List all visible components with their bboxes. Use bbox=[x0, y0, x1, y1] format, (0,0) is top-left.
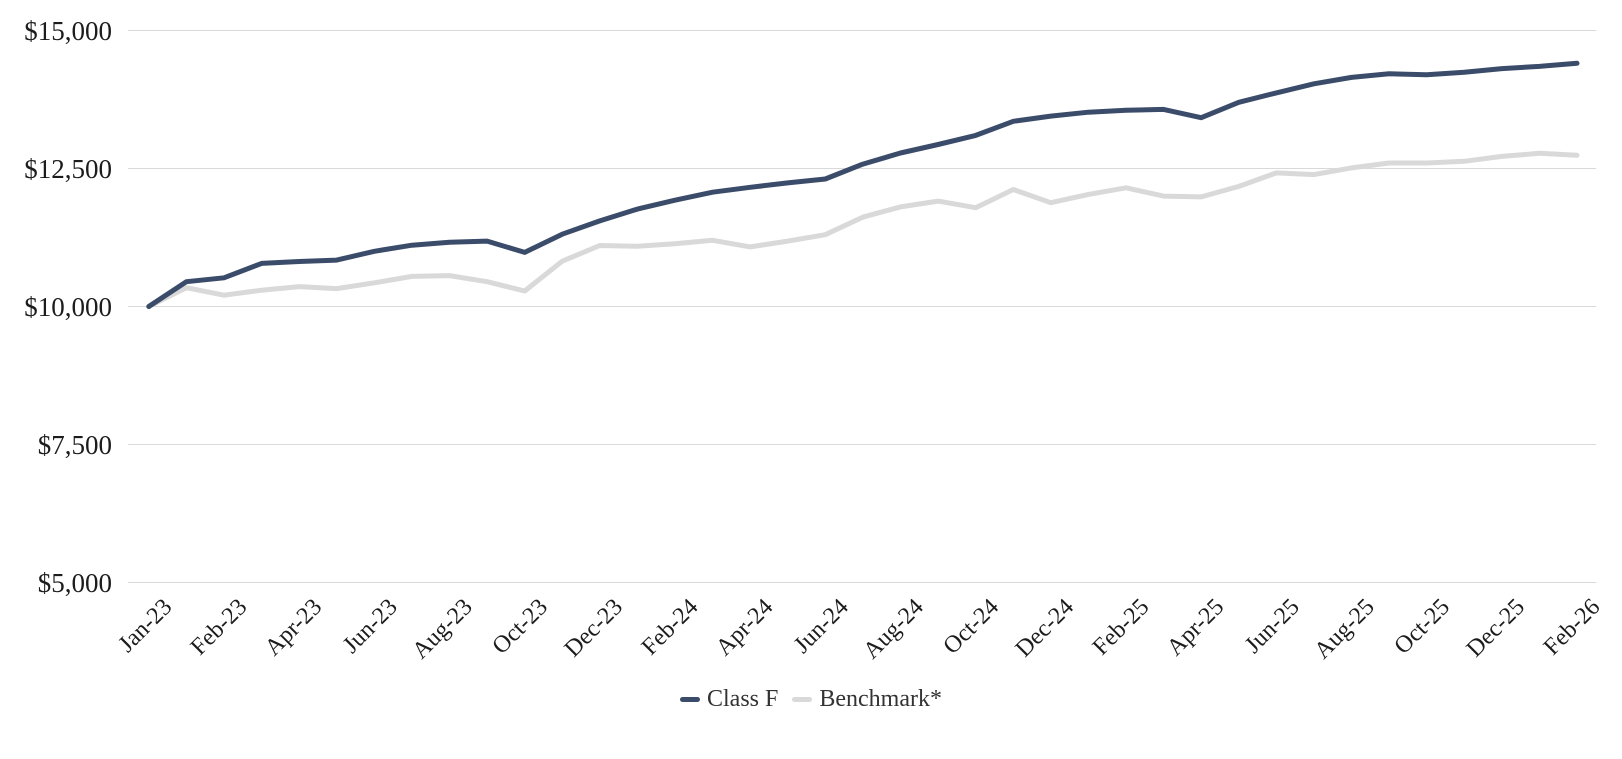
y-axis-label: $15,000 bbox=[24, 15, 112, 46]
class-f-line bbox=[146, 60, 1580, 309]
series-lines bbox=[146, 60, 1580, 309]
y-axis-label: $12,500 bbox=[24, 153, 112, 184]
legend-item-benchmark: Benchmark* bbox=[792, 684, 942, 714]
gridlines bbox=[128, 30, 1596, 583]
legend: Class F Benchmark* bbox=[0, 684, 1622, 714]
legend-item-class-f: Class F bbox=[680, 684, 778, 714]
y-axis-label: $7,500 bbox=[37, 429, 112, 460]
y-axis-labels: $15,000 $12,500 $10,000 $7,500 $5,000 bbox=[0, 0, 112, 759]
class-f-dash-icon bbox=[680, 696, 700, 702]
legend-label-class-f: Class F bbox=[707, 686, 779, 712]
benchmark--line bbox=[146, 150, 1580, 309]
legend-label-benchmark: Benchmark* bbox=[819, 686, 942, 712]
benchmark-dash-icon bbox=[792, 696, 813, 702]
y-axis-label: $5,000 bbox=[37, 567, 112, 598]
y-axis-label: $10,000 bbox=[24, 291, 112, 322]
